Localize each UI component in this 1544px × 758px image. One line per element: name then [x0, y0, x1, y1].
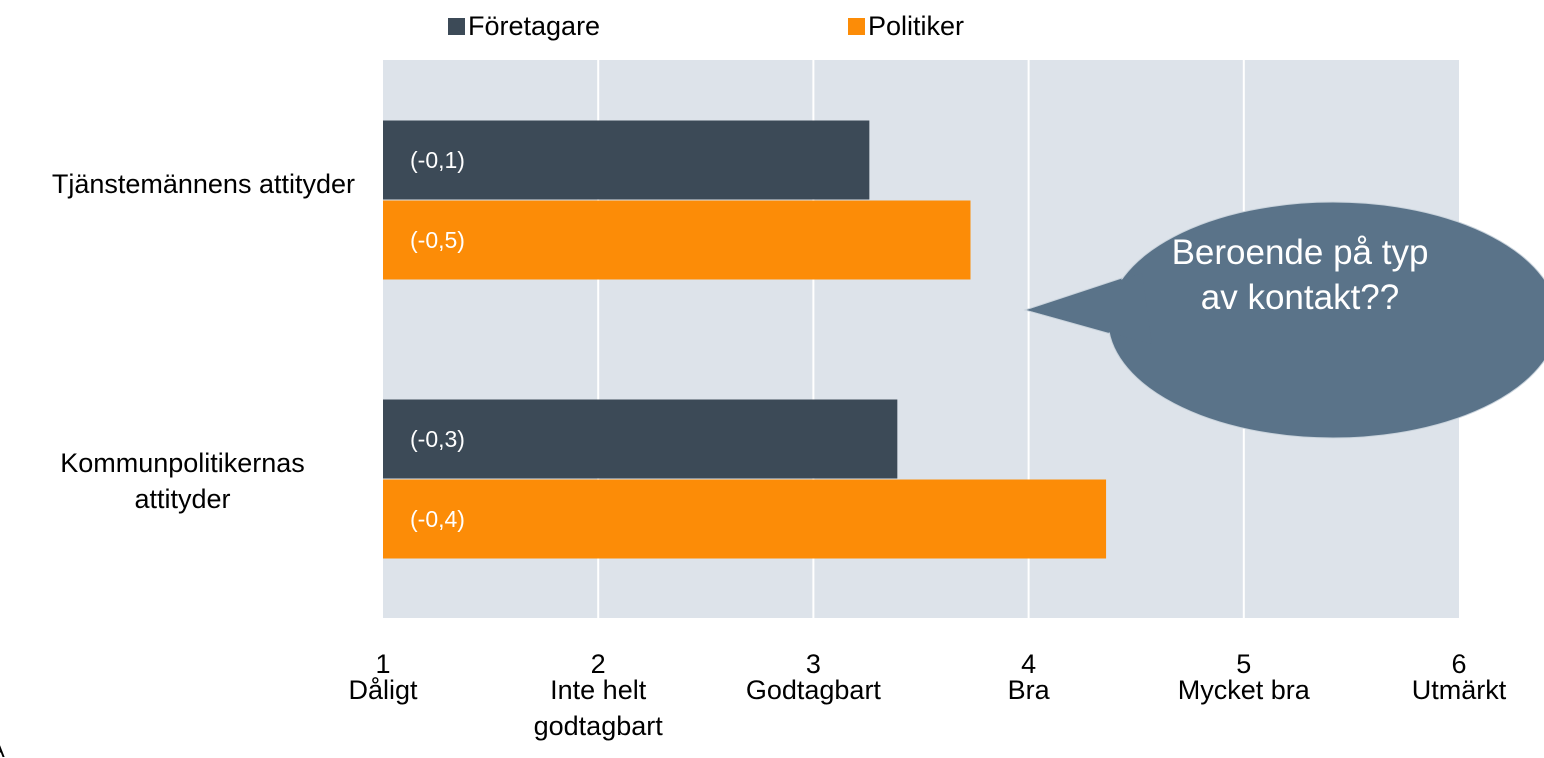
callout-text: Beroende på typ av kontakt??: [1171, 233, 1429, 317]
x-tick-description: Mycket bra: [1177, 675, 1310, 705]
bar-label: (-0,5): [410, 227, 465, 253]
legend-label: Politiker: [868, 11, 965, 41]
y-tick-label: Kommunpolitikernas attityder: [60, 447, 305, 514]
bar-label: (-0,3): [410, 426, 465, 452]
bar: [383, 399, 898, 479]
x-tick-label: 5: [1236, 649, 1252, 679]
callout-pointer-fill: [1027, 273, 1152, 344]
x-tick-label: 6: [1451, 649, 1467, 679]
bar: [383, 479, 1107, 559]
corner-text: A: [0, 734, 5, 758]
x-tick: 6 Utmärkt: [1369, 648, 1544, 708]
legend-swatch: [848, 18, 865, 35]
x-tick-description: Inte helt godtagbart: [533, 675, 663, 741]
x-tick: 4 Bra: [939, 648, 1119, 708]
x-tick-description: Utmärkt: [1411, 675, 1507, 705]
y-tick-label: Tjänstemännens attityder: [51, 168, 355, 199]
x-tick-label: 4: [1021, 649, 1037, 679]
bar-label: (-0,1): [410, 147, 465, 173]
bar: [383, 200, 971, 280]
x-tick: 2 Inte helt godtagbart: [508, 648, 688, 744]
x-tick: 3 Godtagbart: [723, 648, 903, 708]
x-tick-label: 2: [590, 649, 606, 679]
x-tick: 5 Mycket bra: [1154, 648, 1334, 708]
legend-swatch: [448, 18, 465, 35]
x-tick: 1 Dåligt: [293, 648, 473, 708]
x-tick-label: 3: [805, 649, 821, 679]
bar: [383, 120, 870, 200]
legend-label: Företagare: [468, 11, 601, 41]
x-tick-label: 1: [375, 649, 391, 679]
x-tick-description: Dåligt: [348, 675, 418, 705]
x-tick-description: Bra: [1007, 675, 1050, 705]
bar-label: (-0,4): [410, 506, 465, 532]
x-tick-description: Godtagbart: [745, 675, 881, 705]
